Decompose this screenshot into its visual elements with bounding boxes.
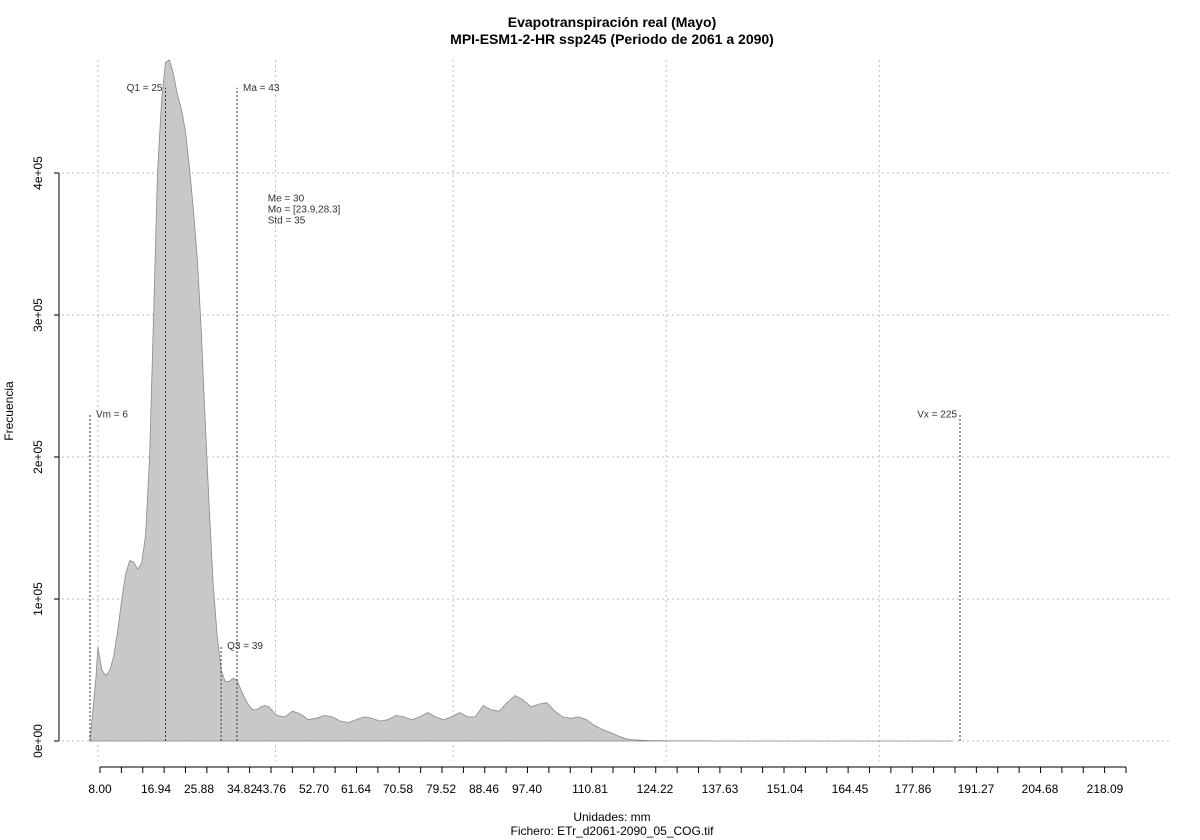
stats-line-2: Std = 35 <box>268 215 306 226</box>
x-tick-label-14: 151.04 <box>767 782 804 796</box>
x-tick-label-13: 137.63 <box>702 782 739 796</box>
y-tick-label-1: 1e+05 <box>31 582 45 616</box>
x-tick-label-19: 218.09 <box>1087 782 1124 796</box>
x-tick-label-5: 52.70 <box>299 782 329 796</box>
x-tick-label-10: 97.40 <box>512 782 542 796</box>
density-area <box>89 59 953 742</box>
axes: 0e+00 1e+05 2e+05 3e+05 4e+05 8.00 16.94 25.88 3… <box>31 156 1127 796</box>
ref-label-3: Ma = 43 <box>243 83 280 94</box>
chart-title: Evapotranspiración real (Mayo) <box>508 14 717 30</box>
ref-label-4: Vx = 225 <box>917 409 957 420</box>
x-tick-label-0: 8.00 <box>88 782 112 796</box>
y-tick-label-0: 0e+00 <box>31 724 45 758</box>
ref-label-0: Vm = 6 <box>96 409 128 420</box>
stats-line-1: Mo = [23.9,28.3] <box>268 204 341 215</box>
stats-line-0: Me = 30 <box>268 193 305 204</box>
x-tick-label-17: 191.27 <box>958 782 995 796</box>
x-tick-label-1: 16.94 <box>141 782 171 796</box>
x-tick-label-2: 25.88 <box>184 782 214 796</box>
x-tick-label-4: 43.76 <box>256 782 286 796</box>
y-tick-label-2: 2e+05 <box>31 440 45 474</box>
ref-label-2: Q3 = 39 <box>227 641 263 652</box>
caption: Fichero: ETr_d2061-2090_05_COG.tif <box>511 824 715 838</box>
grid <box>62 60 1170 761</box>
y-tick-label-4: 4e+05 <box>31 156 45 190</box>
x-tick-label-7: 70.58 <box>383 782 413 796</box>
x-tick-label-18: 204.68 <box>1022 782 1059 796</box>
y-axis-label: Frecuencia <box>2 381 16 441</box>
x-tick-label-12: 124.22 <box>637 782 674 796</box>
x-tick-label-6: 61.64 <box>341 782 371 796</box>
x-tick-label-11: 110.81 <box>572 782 608 796</box>
x-tick-label-16: 177.86 <box>895 782 932 796</box>
x-tick-label-8: 79.52 <box>426 782 456 796</box>
y-tick-label-3: 3e+05 <box>31 298 45 332</box>
chart-subtitle: MPI-ESM1-2-HR ssp245 (Periodo de 2061 a … <box>450 31 774 47</box>
x-tick-label-15: 164.45 <box>832 782 869 796</box>
density-fill <box>89 59 953 742</box>
x-axis-label: Unidades: mm <box>573 810 650 824</box>
ref-label-1: Q1 = 25 <box>127 83 163 94</box>
x-tick-label-9: 88.46 <box>469 782 499 796</box>
reference-lines: Vm = 6 Q1 = 25 Q3 = 39 Ma = 43 Vx = 225 Me = … <box>89 83 961 741</box>
x-tick-label-3: 34.82 <box>227 782 257 796</box>
